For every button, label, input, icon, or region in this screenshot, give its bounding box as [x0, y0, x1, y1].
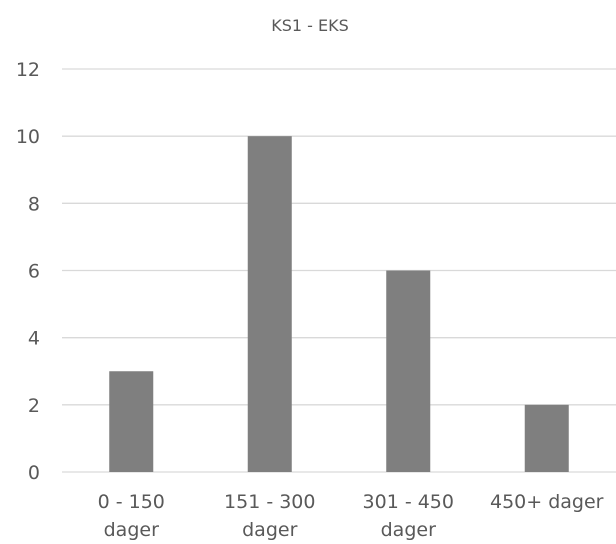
x-category-label: 301 - 450 dager — [363, 491, 454, 541]
bar — [386, 270, 431, 472]
x-category-label: 151 - 300 dager — [224, 491, 315, 541]
y-axis-tick-labels: 0 2 4 6 8 10 12 — [16, 59, 40, 484]
bar — [247, 136, 292, 472]
x-axis-category-labels: 0 - 150 dager 151 - 300 dager 301 - 450 dager… — [98, 491, 604, 541]
x-category-label: 0 - 150 dager — [98, 491, 165, 541]
bars — [109, 136, 569, 472]
y-tick-label: 0 — [28, 462, 40, 484]
y-tick-label: 10 — [16, 126, 40, 148]
bar — [524, 404, 569, 472]
chart-title: KS1 - EKS — [271, 16, 349, 35]
x-category-label: 450+ dager — [490, 491, 604, 513]
bar — [109, 371, 154, 472]
y-tick-label: 4 — [28, 328, 40, 350]
y-tick-label: 2 — [28, 395, 40, 417]
y-tick-label: 12 — [16, 59, 40, 81]
y-tick-label: 8 — [28, 193, 40, 215]
y-tick-label: 6 — [28, 261, 40, 283]
gridlines — [62, 68, 616, 473]
